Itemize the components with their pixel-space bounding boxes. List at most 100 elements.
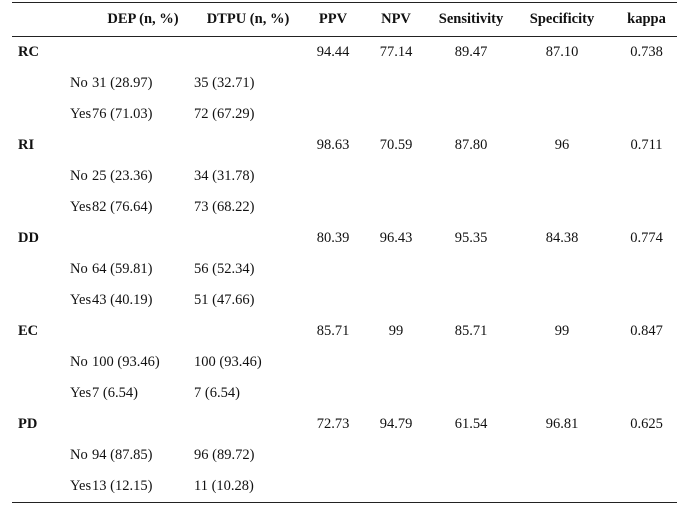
row-label: Yes [70, 199, 92, 215]
empty-cell [428, 161, 514, 192]
empty-cell [302, 471, 364, 502]
kappa-value: 0.711 [630, 137, 663, 153]
kappa-value: 0.738 [630, 44, 663, 60]
group-label: RI [18, 137, 35, 153]
specificity-value: 96 [554, 137, 570, 153]
empty-cell [610, 471, 683, 502]
empty-cell [610, 254, 683, 285]
empty-cell [302, 378, 364, 409]
empty-cell [302, 99, 364, 130]
empty-cell [514, 192, 610, 223]
table-row: No 64 (59.81) 56 (52.34) [12, 254, 683, 285]
empty-cell [514, 471, 610, 502]
empty-cell [428, 68, 514, 99]
empty-cell [194, 409, 302, 440]
table-row-group: PD 72.73 94.79 61.54 96.81 0.625 [12, 409, 683, 440]
specificity-value: 87.10 [545, 44, 579, 60]
header-empty-cell [48, 3, 92, 36]
row-label: Yes [70, 478, 92, 494]
table-body: RC 94.44 77.14 89.47 87.10 0.738 No 31 (28.97) 3… [12, 37, 683, 502]
empty-cell [428, 347, 514, 378]
npv-value: 94.79 [379, 416, 413, 432]
empty-cell [194, 130, 302, 161]
empty-cell [48, 316, 92, 347]
table-row: Yes 13 (12.15) 11 (10.28) [12, 471, 683, 502]
table-row-group: DD 80.39 96.43 95.35 84.38 0.774 [12, 223, 683, 254]
empty-cell [302, 192, 364, 223]
dtpu-value: 73 (68.22) [194, 199, 255, 215]
empty-cell [610, 192, 683, 223]
empty-cell [48, 130, 92, 161]
npv-value: 70.59 [379, 137, 413, 153]
table-bottom-rule [12, 502, 677, 503]
empty-cell [302, 347, 364, 378]
specificity-value: 99 [554, 323, 570, 339]
table-row: No 94 (87.85) 96 (89.72) [12, 440, 683, 471]
empty-cell [12, 192, 48, 223]
empty-cell [514, 68, 610, 99]
header-sensitivity: Sensitivity [438, 11, 504, 27]
empty-cell [12, 440, 48, 471]
specificity-value: 84.38 [545, 230, 579, 246]
dep-value: 100 (93.46) [92, 354, 160, 370]
row-label: No [70, 261, 88, 277]
dtpu-value: 11 (10.28) [194, 478, 254, 494]
group-label: EC [18, 323, 39, 339]
results-table: DEP (n, %) DTPU (n, %) PPV NPV Sensitivi… [12, 2, 677, 503]
group-label: DD [18, 230, 39, 246]
agreement-table-body: RC 94.44 77.14 89.47 87.10 0.738 No 31 (28.97) 3… [12, 37, 683, 502]
table-row-group: RC 94.44 77.14 89.47 87.10 0.738 [12, 37, 683, 68]
dtpu-value: 72 (67.29) [194, 106, 255, 122]
table-top-rule [12, 2, 677, 3]
dep-value: 7 (6.54) [92, 385, 138, 401]
empty-cell [194, 37, 302, 68]
kappa-value: 0.625 [630, 416, 663, 432]
empty-cell [428, 440, 514, 471]
header-rule [12, 36, 677, 37]
group-label: RC [18, 44, 39, 60]
dtpu-value: 56 (52.34) [194, 261, 255, 277]
dep-value: 43 (40.19) [92, 292, 153, 308]
empty-cell [92, 409, 194, 440]
empty-cell [364, 161, 428, 192]
empty-cell [514, 440, 610, 471]
sensitivity-value: 95.35 [454, 230, 488, 246]
empty-cell [364, 347, 428, 378]
empty-cell [12, 347, 48, 378]
empty-cell [428, 285, 514, 316]
header-empty-cell [12, 3, 48, 36]
empty-cell [302, 285, 364, 316]
dtpu-value: 7 (6.54) [194, 385, 240, 401]
dtpu-value: 100 (93.46) [194, 354, 262, 370]
empty-cell [364, 285, 428, 316]
empty-cell [428, 471, 514, 502]
sensitivity-value: 85.71 [454, 323, 488, 339]
header-kappa: kappa [627, 11, 666, 27]
dep-value: 76 (71.03) [92, 106, 153, 122]
empty-cell [194, 223, 302, 254]
dtpu-value: 34 (31.78) [194, 168, 255, 184]
specificity-value: 96.81 [545, 416, 579, 432]
empty-cell [302, 68, 364, 99]
empty-cell [92, 130, 194, 161]
empty-cell [610, 347, 683, 378]
empty-cell [12, 285, 48, 316]
dep-value: 25 (23.36) [92, 168, 153, 184]
kappa-value: 0.847 [630, 323, 663, 339]
dep-value: 94 (87.85) [92, 447, 153, 463]
dep-value: 31 (28.97) [92, 75, 153, 91]
row-label: No [70, 168, 88, 184]
empty-cell [610, 161, 683, 192]
row-label: No [70, 75, 88, 91]
empty-cell [12, 471, 48, 502]
empty-cell [12, 68, 48, 99]
table-row: Yes 76 (71.03) 72 (67.29) [12, 99, 683, 130]
dtpu-value: 51 (47.66) [194, 292, 255, 308]
empty-cell [302, 440, 364, 471]
header-dep: DEP (n, %) [107, 11, 179, 27]
group-label: PD [18, 416, 38, 432]
empty-cell [302, 254, 364, 285]
empty-cell [428, 378, 514, 409]
empty-cell [514, 378, 610, 409]
dep-value: 64 (59.81) [92, 261, 153, 277]
